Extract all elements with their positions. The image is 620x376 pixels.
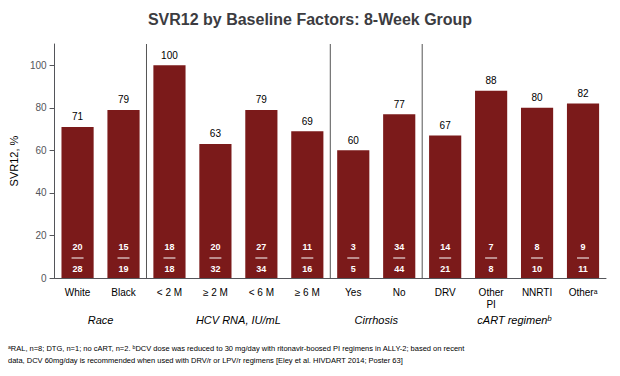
svg-text:11: 11 [578,264,588,274]
svg-text:ᵃRAL, n=8; DTG, n=1; no cART,: ᵃRAL, n=8; DTG, n=1; no cART, n=2. ᵇDCV … [8,344,465,353]
svg-text:34: 34 [256,264,266,274]
svg-text:14: 14 [440,242,450,252]
svg-text:No: No [393,287,406,298]
svg-text:44: 44 [394,264,404,274]
svg-text:Black: Black [111,287,136,298]
svg-text:63: 63 [210,128,222,139]
svg-text:White: White [65,287,91,298]
svg-text:7: 7 [489,242,494,252]
svg-text:71: 71 [72,111,84,122]
svg-text:PI: PI [486,299,495,310]
svg-text:19: 19 [119,264,129,274]
svg-text:SVR12, %: SVR12, % [8,135,20,186]
svg-text:8: 8 [535,242,540,252]
svg-text:27: 27 [256,242,266,252]
svg-text:69: 69 [302,116,314,127]
svg-text:0: 0 [41,273,47,284]
svg-text:16: 16 [302,264,312,274]
svg-text:10: 10 [532,264,542,274]
svg-text:60: 60 [348,135,360,146]
svg-text:< 6 M: < 6 M [249,287,274,298]
svg-text:40: 40 [35,187,47,198]
svg-text:79: 79 [118,94,130,105]
svg-text:88: 88 [486,75,498,86]
svg-text:80: 80 [35,102,47,113]
svg-text:100: 100 [161,50,178,61]
svg-text:100: 100 [30,60,47,71]
svg-text:3: 3 [351,242,356,252]
svg-text:≥ 2 M: ≥ 2 M [203,287,228,298]
svg-text:20: 20 [35,230,47,241]
svg-text:Cirrhosis: Cirrhosis [355,314,399,326]
svg-text:82: 82 [577,88,589,99]
svg-text:67: 67 [440,120,452,131]
svg-text:20: 20 [210,242,220,252]
svg-text:< 2 M: < 2 M [157,287,182,298]
svg-text:18: 18 [164,264,174,274]
svg-text:28: 28 [73,264,83,274]
svg-text:NNRTI: NNRTI [522,287,552,298]
svg-text:15: 15 [119,242,129,252]
svg-text:20: 20 [73,242,83,252]
svg-text:cART regimenᵇ: cART regimenᵇ [477,314,551,326]
svg-text:5: 5 [351,264,356,274]
svg-text:DRV: DRV [435,287,456,298]
svg-text:21: 21 [440,264,450,274]
svg-text:Other: Other [479,287,505,298]
svg-text:77: 77 [394,99,406,110]
svg-text:80: 80 [532,92,544,103]
svg-text:60: 60 [35,145,47,156]
svg-text:8: 8 [489,264,494,274]
svg-text:Yes: Yes [345,287,361,298]
svg-text:18: 18 [164,242,174,252]
svg-text:Otherᵃ: Otherᵃ [569,287,598,298]
svg-text:SVR12 by Baseline Factors: 8-W: SVR12 by Baseline Factors: 8-Week Group [148,11,472,28]
svg-text:34: 34 [394,242,404,252]
svg-text:data, DCV 60mg/day is recommen: data, DCV 60mg/day is recommended when u… [8,356,403,365]
svg-text:HCV RNA, IU/mL: HCV RNA, IU/mL [196,314,281,326]
svg-text:79: 79 [256,94,268,105]
svg-text:32: 32 [210,264,220,274]
svg-text:Race: Race [88,314,114,326]
svg-text:9: 9 [581,242,586,252]
svg-text:11: 11 [303,242,313,252]
svg-text:≥ 6 M: ≥ 6 M [295,287,320,298]
